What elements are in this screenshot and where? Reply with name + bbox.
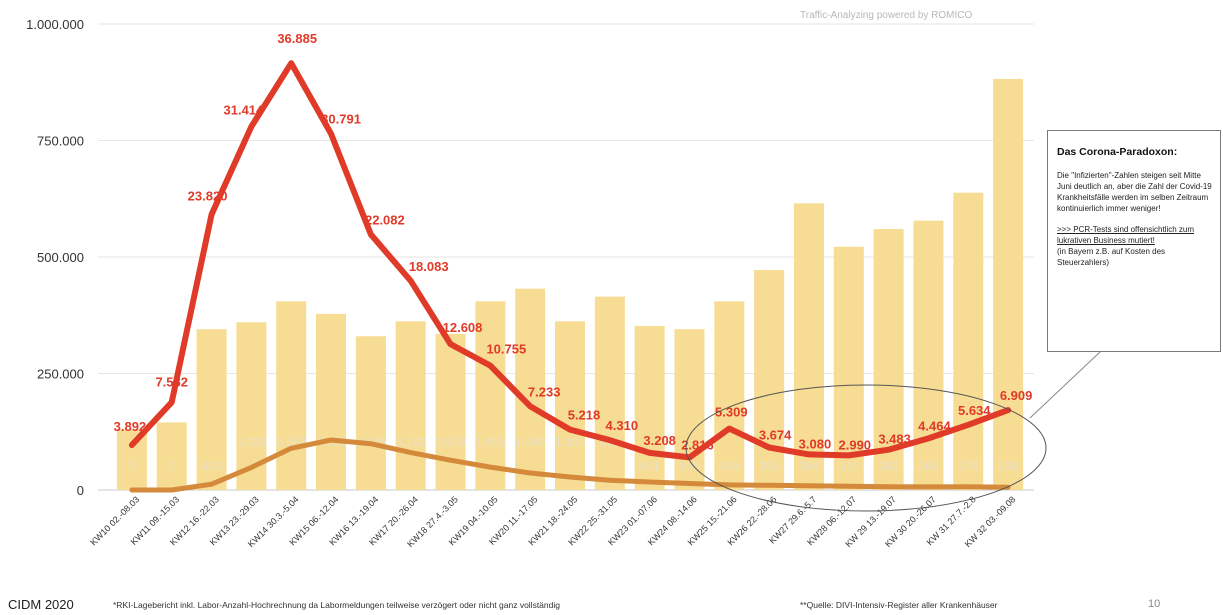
bar: [993, 78, 1024, 490]
red-data-label: 12.608: [443, 320, 483, 335]
red-data-label: 2.990: [839, 437, 872, 452]
y-tick-label: 0: [77, 483, 84, 498]
red-data-label: 6.909: [1000, 388, 1033, 403]
y-tick-label: 250.000: [37, 367, 84, 382]
series-line-intensive: [129, 437, 1011, 493]
bar: [594, 296, 625, 490]
brown-data-label: 493: [202, 459, 222, 473]
red-data-label: 3.208: [643, 433, 676, 448]
brown-data-label: 2.539: [436, 435, 466, 449]
red-data-label: 3.080: [799, 436, 832, 451]
brown-data-label: 0: [168, 459, 175, 473]
brown-data-label: 681: [640, 459, 660, 473]
annotation-title: Das Corona-Paradoxon:: [1057, 146, 1178, 158]
bar: [913, 220, 944, 491]
footer-note-rki: *RKI-Lagebericht inkl. Labor-Anzahl-Hoch…: [113, 600, 560, 610]
red-data-label: 4.464: [918, 418, 951, 433]
bar: [276, 301, 307, 490]
bar: [196, 329, 227, 490]
bar: [953, 192, 984, 490]
brown-data-label: 268: [918, 459, 938, 473]
page-number: 10: [1148, 598, 1161, 610]
bar: [555, 321, 585, 490]
red-data-label: 18.083: [409, 259, 449, 274]
bar: [714, 301, 745, 490]
highlight-ellipse: [685, 384, 1047, 512]
series-line-infected: [128, 60, 1012, 461]
bar: [316, 313, 347, 490]
bar: [156, 422, 187, 490]
bar: [355, 336, 386, 490]
y-tick-label: 750.000: [37, 134, 84, 149]
red-data-label: 5.634: [958, 403, 991, 418]
bar: [634, 325, 665, 490]
brown-data-label: 1.955: [475, 435, 505, 449]
y-tick-label: 1.000.000: [26, 17, 84, 32]
bar: [395, 321, 426, 490]
red-data-label: 30.791: [321, 112, 361, 127]
bar: [116, 429, 147, 490]
brown-data-label: 1.105: [555, 435, 585, 449]
red-data-label: 22.082: [365, 213, 405, 228]
brown-data-label: 282: [879, 459, 899, 473]
annotation-link-text: >>> PCR-Tests sind offensichtlich zum lu…: [1057, 225, 1195, 245]
credit-text: Traffic-Analyzing powered by ROMICO: [800, 10, 973, 21]
red-data-label: 2.816: [681, 437, 714, 452]
y-tick-label: 500.000: [37, 250, 84, 265]
brown-data-label: 364: [799, 459, 819, 473]
bar: [793, 203, 824, 490]
red-data-label: 31.414: [224, 103, 265, 118]
red-data-label: 5.309: [715, 405, 748, 420]
brown-data-label: 1.928: [236, 435, 266, 449]
footer-brand: CIDM 2020: [8, 597, 74, 612]
bar: [754, 270, 785, 490]
brown-data-label: 0: [129, 459, 136, 473]
brown-data-label: 1.449: [515, 435, 545, 449]
brown-data-label: 3.192: [396, 435, 426, 449]
red-data-label: 36.885: [277, 31, 317, 46]
bar: [475, 301, 506, 490]
brown-data-label: 439: [719, 459, 739, 473]
brown-data-label: 555: [679, 459, 699, 473]
red-data-label: 4.310: [606, 418, 639, 433]
red-data-label: 7.582: [155, 374, 188, 389]
bar: [435, 333, 466, 490]
red-data-label: 3.892: [114, 419, 147, 434]
red-data-label: 23.820: [188, 188, 228, 203]
footer-note-divi: **Quelle: DIVI-Intensiv-Register aller K…: [800, 600, 998, 610]
annotation-extra: (in Bayern z.B. auf Kosten des Steuerzah…: [1057, 247, 1166, 267]
brown-data-label: 316: [839, 459, 859, 473]
brown-data-label: 238: [998, 459, 1018, 473]
red-data-label: 3.483: [878, 432, 911, 447]
brown-data-label: 398: [759, 459, 779, 473]
bar: [674, 329, 705, 490]
annotation-body: Die "Infizierten"-Zahlen steigen seit Mi…: [1057, 171, 1212, 213]
bar: [515, 288, 546, 490]
red-data-label: 10.755: [486, 342, 526, 357]
bar: [833, 246, 864, 490]
red-data-label: 3.674: [759, 427, 792, 442]
annotation-connector: [1029, 351, 1101, 419]
brown-data-label: 270: [958, 459, 978, 473]
red-data-label: 7.233: [528, 384, 561, 399]
red-data-label: 5.218: [568, 408, 601, 423]
annotation-box: Das Corona-Paradoxon: Die "Infizierten"-…: [1047, 130, 1221, 352]
